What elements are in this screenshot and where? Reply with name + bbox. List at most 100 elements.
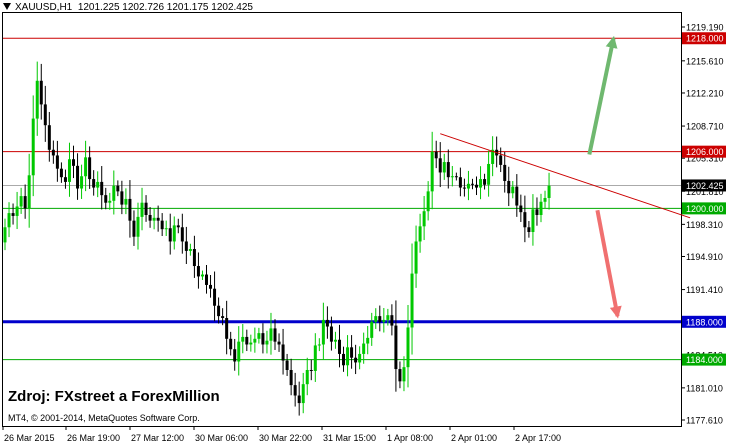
candle [112, 170, 116, 215]
candle-body [144, 202, 148, 215]
candle-body [148, 214, 152, 221]
candle [67, 142, 71, 197]
candle-body [446, 162, 450, 178]
candle-body [454, 176, 458, 178]
candle [354, 344, 358, 375]
candle [378, 305, 382, 332]
candle [317, 338, 321, 352]
candle [104, 187, 108, 210]
candle-body [168, 228, 172, 242]
candle-body [47, 125, 51, 150]
candle-body [92, 179, 96, 188]
candle-body [23, 196, 27, 209]
candle [168, 213, 172, 255]
candle-body [382, 319, 386, 322]
candle [358, 346, 362, 370]
candle-body [132, 220, 136, 237]
candle-body [289, 370, 293, 386]
candle-body [523, 212, 527, 228]
candle-body [217, 305, 221, 317]
candle-body [88, 157, 92, 180]
level-price-tag-label: 1218.000 [686, 34, 724, 44]
candle [309, 359, 313, 381]
x-tick-label: 2 Apr 17:00 [515, 433, 561, 443]
candle [281, 328, 285, 375]
candle-body [96, 181, 100, 188]
candle [539, 193, 543, 223]
candle [196, 252, 200, 289]
candle-body [297, 395, 301, 404]
candle [96, 171, 100, 198]
chart-menu-triangle-icon[interactable] [3, 3, 11, 10]
candle-body [72, 159, 76, 166]
candle [27, 153, 31, 228]
candle [410, 243, 414, 355]
y-tick-label: 1191.410 [686, 285, 723, 295]
candle [426, 181, 430, 221]
x-tick-label: 27 Mar 12:00 [131, 433, 184, 443]
arrow-up[interactable] [587, 35, 618, 155]
candle [3, 218, 7, 251]
candle-body [507, 180, 511, 194]
ohlc-values: 1201.225 1202.726 1201.175 1202.425 [77, 2, 253, 13]
candle [120, 180, 124, 215]
y-tick-label: 1219.190 [686, 23, 724, 33]
y-tick-label: 1201.810 [686, 187, 724, 197]
candle [333, 331, 337, 349]
candle-body [503, 164, 507, 181]
candle [72, 145, 76, 179]
candle [515, 174, 519, 217]
candle [59, 162, 63, 183]
candle [466, 170, 470, 201]
candle-body [80, 176, 84, 189]
current-price-label: 1202.425 [686, 181, 724, 191]
candle-body [442, 162, 446, 173]
candle [116, 180, 120, 197]
candle [80, 164, 84, 199]
candle [527, 220, 531, 238]
level-price-tag-label: 1206.000 [686, 147, 724, 157]
candle-body [370, 321, 374, 338]
candle-body [475, 184, 479, 188]
level-price-tag-label: 1200.000 [686, 204, 724, 214]
candle [245, 329, 249, 352]
candle-body [196, 266, 200, 277]
candle-body [390, 315, 394, 326]
candle [350, 335, 354, 369]
candle-body [309, 370, 313, 372]
candle-body [531, 209, 535, 233]
candle [543, 190, 547, 209]
candle [454, 172, 458, 181]
candle-body [51, 149, 55, 156]
candle [422, 195, 426, 241]
candle-body [156, 217, 160, 221]
candle-body [180, 227, 184, 242]
arrow-down[interactable] [595, 209, 622, 319]
candle-body [519, 205, 523, 213]
candle-body [136, 216, 140, 237]
candle [31, 95, 35, 197]
y-tick-label: 1198.310 [686, 220, 723, 230]
candle-body [3, 227, 7, 243]
candle-body [346, 347, 350, 366]
candle [249, 334, 253, 352]
candle [23, 184, 27, 219]
candle-body [213, 288, 217, 306]
candle-body [249, 342, 253, 345]
level-price-tag-bg [682, 315, 726, 328]
candle-body [491, 149, 495, 164]
candle [253, 327, 257, 353]
candle [418, 213, 422, 253]
descending-trendline[interactable] [440, 133, 691, 219]
level-price-tag-bg [682, 202, 726, 215]
current-price-tag: 1202.425 [682, 179, 726, 192]
candle [446, 149, 450, 189]
candle-body [479, 179, 483, 188]
candle [382, 307, 386, 333]
candle [479, 166, 483, 200]
level-price-tag: 1188.000 [682, 315, 726, 328]
candle-body [277, 341, 281, 345]
candle [43, 85, 47, 142]
